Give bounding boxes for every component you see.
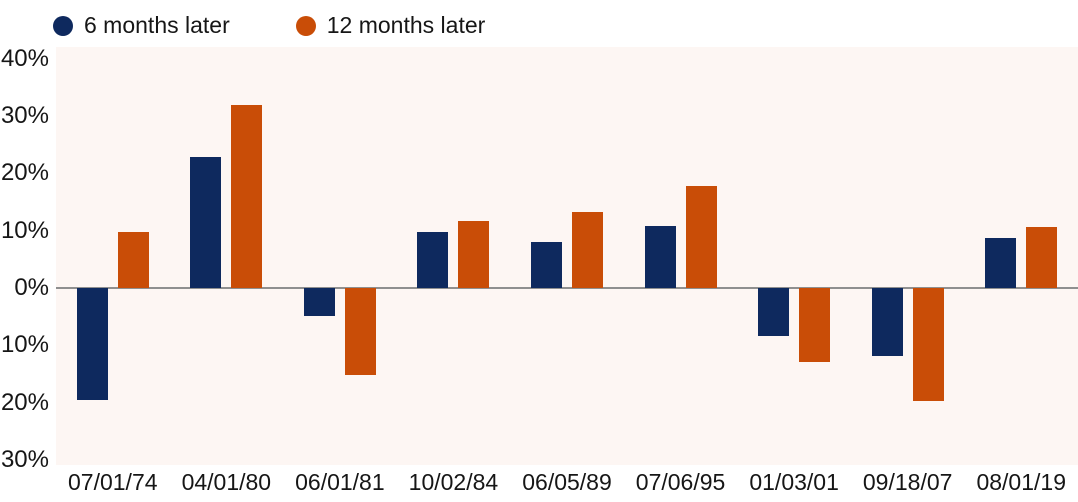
bar-6-months-09/18/07 — [871, 288, 903, 357]
bar-6-months-10/02/84 — [417, 232, 449, 288]
zero-line — [56, 287, 1078, 289]
bar-6-months-07/01/74 — [76, 288, 108, 401]
y-tick-label: -30% — [0, 445, 49, 473]
y-tick-label: -10% — [0, 331, 49, 359]
legend-label-12-months: 12 months later — [326, 12, 486, 38]
bar-12-months-01/03/01 — [799, 288, 831, 363]
x-tick-label: 06/01/81 — [295, 469, 385, 495]
x-tick-label: 09/18/07 — [862, 469, 953, 495]
legend-item-6-months: 6 months later — [53, 14, 230, 37]
bar-6-months-06/05/89 — [531, 241, 562, 288]
bar-12-months-06/01/81 — [344, 288, 376, 375]
y-tick-label: -20% — [0, 388, 49, 416]
bar-12-months-09/18/07 — [912, 288, 944, 402]
legend-dot-12-months-icon — [295, 15, 316, 36]
x-tick-label: 08/01/19 — [976, 469, 1066, 495]
bar-6-months-04/01/80 — [190, 157, 222, 288]
bar-12-months-04/01/80 — [231, 105, 263, 288]
legend: 6 months later 12 months later — [53, 14, 485, 37]
bar-6-months-08/01/19 — [985, 238, 1017, 288]
bar-6-months-01/03/01 — [758, 288, 790, 336]
bar-6-months-06/01/81 — [303, 288, 335, 317]
x-tick-label: 07/01/74 — [68, 469, 158, 495]
legend-dot-6-months-icon — [53, 15, 73, 36]
y-tick-label: 10% — [0, 216, 49, 244]
x-tick-label: 04/01/80 — [181, 469, 272, 495]
legend-label-6-months: 6 months later — [84, 12, 230, 38]
y-tick-label: 20% — [0, 159, 49, 187]
x-tick-label: 10/02/84 — [408, 469, 499, 495]
plot-area — [56, 47, 1078, 465]
bar-12-months-07/01/74 — [117, 232, 149, 288]
bar-6-months-07/06/95 — [644, 226, 676, 288]
x-tick-label: 07/06/95 — [635, 469, 726, 495]
bar-12-months-06/05/89 — [572, 212, 603, 288]
y-tick-label: 40% — [0, 44, 49, 72]
x-tick-label: 01/03/01 — [749, 469, 839, 495]
y-axis: 40% 30% 20% 10% 0% -10% -20% -30% — [0, 0, 50, 502]
bar-12-months-08/01/19 — [1026, 226, 1058, 288]
x-axis: 07/01/74 04/01/80 06/01/81 10/02/84 06/05/89… — [56, 469, 1078, 499]
legend-item-12-months: 12 months later — [295, 12, 486, 38]
y-tick-label: 0% — [14, 274, 49, 301]
bar-12-months-10/02/84 — [458, 220, 490, 288]
bar-12-months-07/06/95 — [685, 186, 717, 288]
y-tick-label: 30% — [0, 102, 49, 130]
x-tick-label: 06/05/89 — [522, 469, 612, 495]
